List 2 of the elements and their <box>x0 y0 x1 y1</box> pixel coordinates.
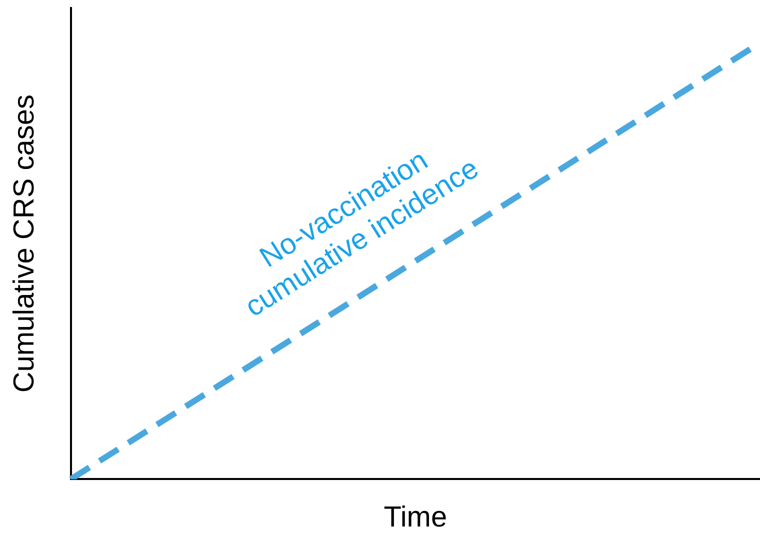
y-axis-title: Cumulative CRS cases <box>8 94 40 393</box>
x-axis-title: Time <box>384 502 448 534</box>
